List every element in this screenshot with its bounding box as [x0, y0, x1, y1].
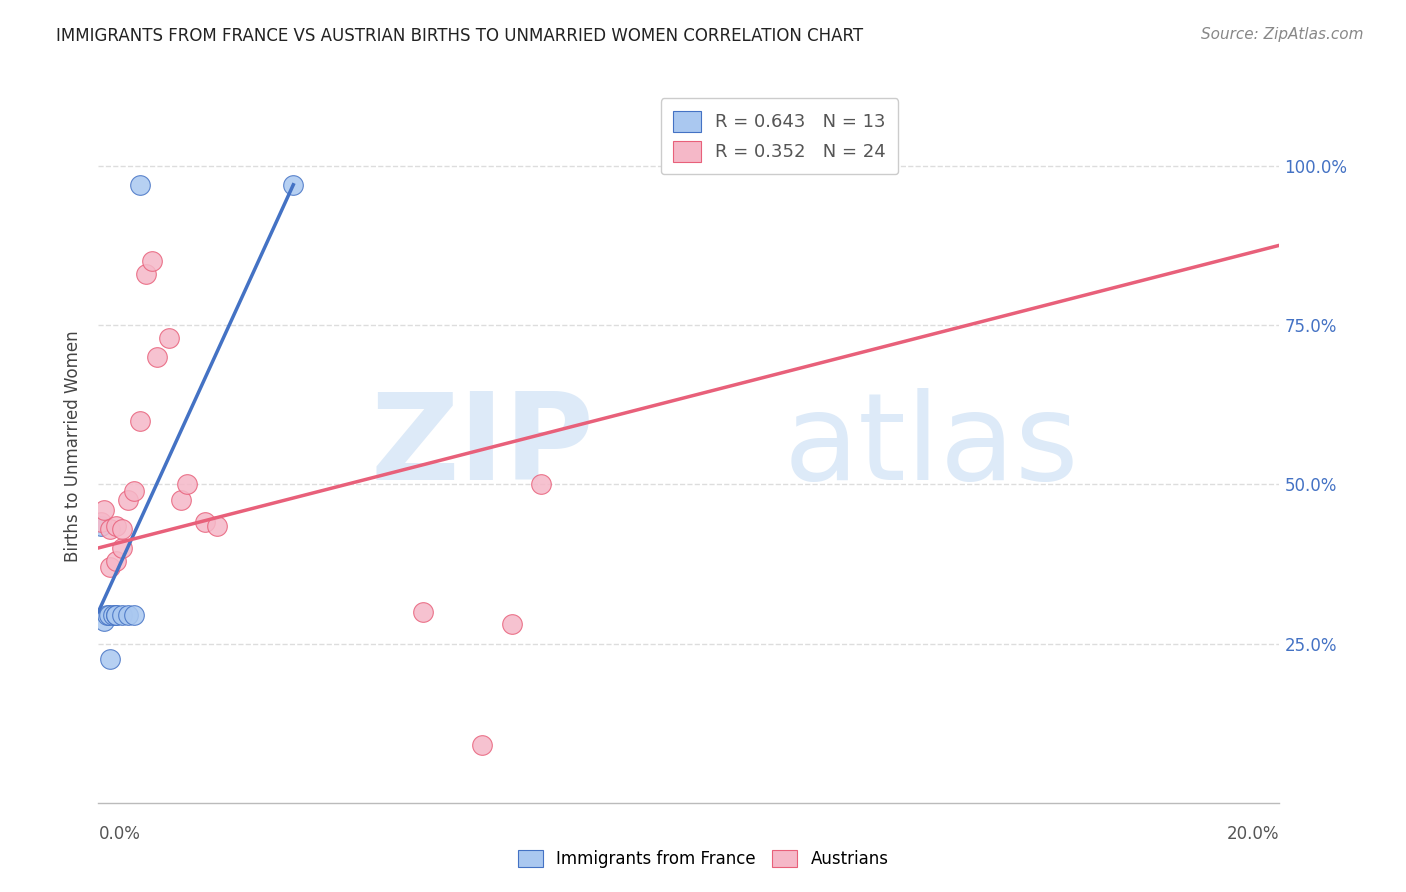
Point [98, 522, 121, 536]
Point [146, 350, 169, 364]
Point [122, 483, 145, 498]
Point [96, 607, 118, 622]
Point [283, 178, 305, 192]
Point [128, 178, 150, 192]
Point [93, 614, 115, 628]
Point [105, 607, 128, 622]
Text: ZIP: ZIP [371, 387, 595, 505]
Point [170, 493, 193, 508]
Point [855, 153, 877, 167]
Text: Source: ZipAtlas.com: Source: ZipAtlas.com [1201, 27, 1364, 42]
Point [98, 560, 121, 574]
Point [98, 607, 121, 622]
Y-axis label: Births to Unmarried Women: Births to Unmarried Women [65, 330, 83, 562]
Point [98, 652, 121, 666]
Point [111, 607, 134, 622]
Point [122, 607, 145, 622]
Point [205, 518, 228, 533]
Point [194, 516, 217, 530]
Point [117, 607, 139, 622]
Point [105, 518, 128, 533]
Text: 0.0%: 0.0% [98, 825, 141, 843]
Text: atlas: atlas [783, 387, 1078, 505]
Point [117, 493, 139, 508]
Legend: R = 0.643   N = 13, R = 0.352   N = 24: R = 0.643 N = 13, R = 0.352 N = 24 [661, 98, 898, 174]
Point [111, 522, 134, 536]
Point [135, 267, 157, 281]
Point [93, 502, 115, 516]
Point [103, 607, 125, 622]
Point [105, 554, 128, 568]
Point [530, 477, 553, 491]
Point [90, 516, 112, 530]
Point [157, 331, 180, 345]
Point [128, 413, 150, 427]
Point [501, 617, 523, 632]
Point [471, 739, 494, 753]
Point [90, 518, 112, 533]
Point [141, 254, 163, 268]
Text: IMMIGRANTS FROM FRANCE VS AUSTRIAN BIRTHS TO UNMARRIED WOMEN CORRELATION CHART: IMMIGRANTS FROM FRANCE VS AUSTRIAN BIRTH… [56, 27, 863, 45]
Point [412, 605, 434, 619]
Legend: Immigrants from France, Austrians: Immigrants from France, Austrians [510, 843, 896, 875]
Point [111, 541, 134, 555]
Point [105, 607, 128, 622]
Text: 20.0%: 20.0% [1227, 825, 1279, 843]
Point [176, 477, 198, 491]
